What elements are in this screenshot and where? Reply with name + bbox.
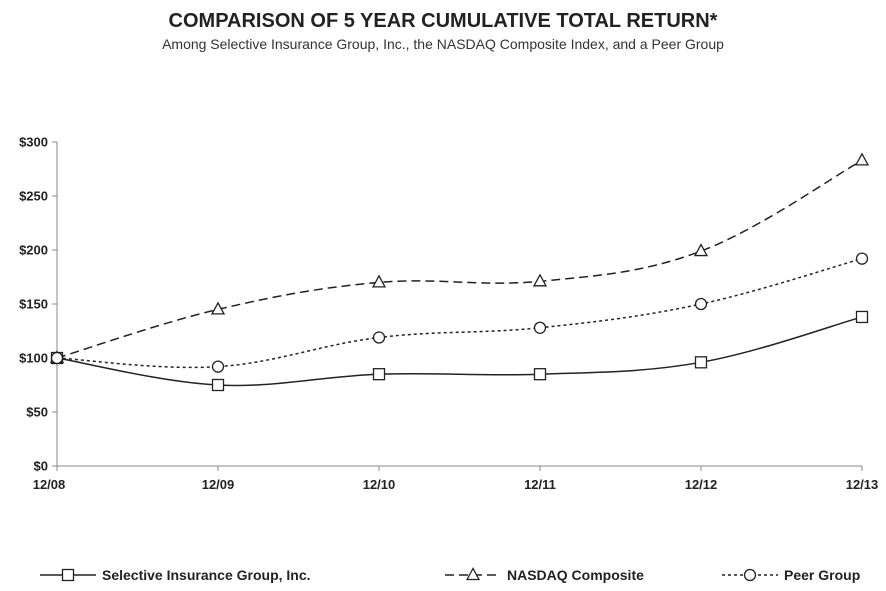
chart-title: COMPARISON OF 5 YEAR CUMULATIVE TOTAL RE… xyxy=(169,10,718,32)
x-ticks: 12/08 12/09 12/10 12/11 12/12 12/13 xyxy=(33,466,879,492)
legend: Selective Insurance Group, Inc. NASDAQ Co… xyxy=(40,567,860,583)
y-tick-label: $150 xyxy=(19,297,48,312)
legend-label: Selective Insurance Group, Inc. xyxy=(102,567,311,583)
data-point-triangle xyxy=(371,274,387,288)
data-point-circle xyxy=(372,331,386,344)
x-tick-label: 12/11 xyxy=(524,477,556,492)
series-layer xyxy=(49,152,870,392)
legend-item-circle: Peer Group xyxy=(722,567,860,583)
legend-label: Peer Group xyxy=(784,567,860,583)
x-tick-label: 12/10 xyxy=(363,477,396,492)
x-tick-label: 12/13 xyxy=(846,477,879,492)
data-point-triangle xyxy=(693,243,709,257)
y-tick-label: $200 xyxy=(19,243,48,258)
y-tick-label: $300 xyxy=(19,135,48,150)
series-triangle xyxy=(49,152,870,364)
x-tick-label: 12/09 xyxy=(202,477,235,492)
data-point-circle xyxy=(533,321,547,334)
legend-marker xyxy=(743,568,757,582)
series-line-triangle xyxy=(56,159,863,359)
legend-label: NASDAQ Composite xyxy=(507,567,644,583)
data-point-square xyxy=(372,368,386,381)
series-square xyxy=(50,310,869,392)
y-tick-label: $50 xyxy=(26,405,48,420)
data-point-circle xyxy=(694,297,708,311)
data-point-square xyxy=(855,310,869,324)
data-point-circle xyxy=(855,252,869,265)
series-line-circle xyxy=(56,257,863,369)
data-point-triangle xyxy=(210,301,226,315)
y-tick-label: $100 xyxy=(19,351,48,366)
axes xyxy=(56,142,862,467)
data-point-square xyxy=(211,378,225,392)
chart-subtitle: Among Selective Insurance Group, Inc., t… xyxy=(162,36,724,52)
data-point-circle xyxy=(50,351,64,365)
data-point-circle xyxy=(211,360,225,373)
legend-item-square: Selective Insurance Group, Inc. xyxy=(40,567,311,583)
x-tick-label: 12/08 xyxy=(33,477,66,492)
legend-marker xyxy=(61,568,75,582)
data-point-triangle xyxy=(532,273,548,287)
y-tick-label: $250 xyxy=(19,189,48,204)
y-ticks: $0 $50 $100 $150 $200 $250 $300 xyxy=(19,135,57,474)
legend-item-triangle: NASDAQ Composite xyxy=(445,567,644,583)
x-tick-label: 12/12 xyxy=(685,477,718,492)
series-line-square xyxy=(56,316,863,387)
data-point-triangle xyxy=(854,152,870,166)
legend-marker xyxy=(465,567,481,581)
data-point-square xyxy=(694,356,708,369)
y-tick-label: $0 xyxy=(34,459,48,474)
data-point-square xyxy=(533,368,547,381)
series-circle xyxy=(50,252,869,373)
